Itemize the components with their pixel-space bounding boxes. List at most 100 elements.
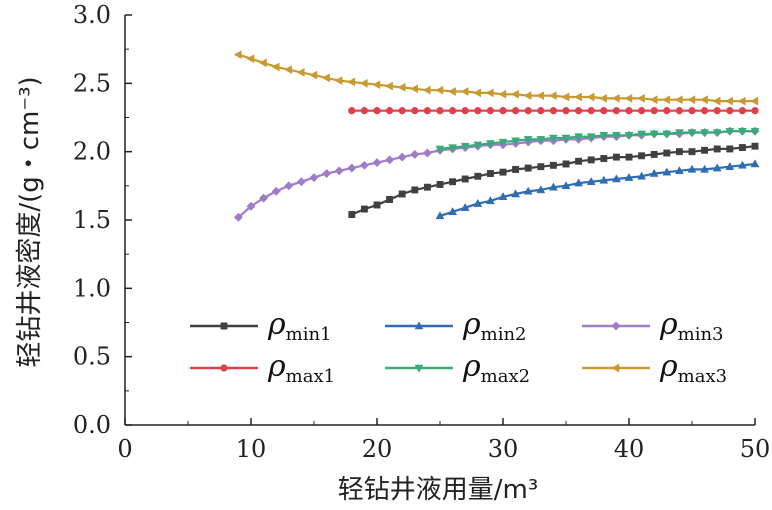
legend: ρmin1 ρmin2 ρmin3 ρmax1 ρmax2 ρmax3 <box>190 307 727 387</box>
data-point-min1 <box>373 201 381 209</box>
data-point-min2 <box>611 174 621 183</box>
data-point-min1 <box>486 170 494 177</box>
data-point-min2 <box>700 164 710 173</box>
x-tick-label: 0 <box>117 435 132 463</box>
data-point-max3 <box>296 67 305 77</box>
data-point-max1 <box>537 107 545 115</box>
data-point-max3 <box>548 91 557 101</box>
series-max1 <box>348 107 759 115</box>
legend-label: ρmin1 <box>267 307 332 345</box>
legend-marker <box>414 364 424 373</box>
data-point-max3 <box>347 77 356 87</box>
data-point-min1 <box>411 186 419 194</box>
data-point-min1 <box>386 196 394 203</box>
data-point-max1 <box>751 107 759 115</box>
y-tick-label: 1.5 <box>73 206 111 234</box>
data-point-min1 <box>625 153 633 161</box>
data-point-max3 <box>636 93 645 103</box>
data-point-max3 <box>246 54 255 64</box>
data-point-max2 <box>523 136 533 145</box>
data-point-max1 <box>499 107 507 115</box>
data-point-max1 <box>411 107 419 115</box>
legend-marker <box>220 322 228 330</box>
data-point-min2 <box>460 202 470 211</box>
data-point-max3 <box>498 89 507 99</box>
data-point-max2 <box>574 133 584 142</box>
data-point-max1 <box>549 107 558 115</box>
data-point-min3 <box>397 152 407 162</box>
data-point-max1 <box>587 107 595 115</box>
data-point-min3 <box>359 160 369 170</box>
data-point-max1 <box>562 107 570 115</box>
data-point-max1 <box>675 107 684 115</box>
data-point-max1 <box>348 107 356 115</box>
data-point-max1 <box>385 107 394 115</box>
data-point-max3 <box>447 87 456 96</box>
data-point-min2 <box>599 175 609 184</box>
data-point-max3 <box>649 95 658 105</box>
data-point-min1 <box>537 163 545 171</box>
data-point-max3 <box>662 95 671 105</box>
data-point-max1 <box>650 107 658 115</box>
data-point-max1 <box>574 107 583 115</box>
data-point-min2 <box>574 178 584 187</box>
data-point-min3 <box>385 155 395 165</box>
data-point-max3 <box>510 89 519 99</box>
data-point-min2 <box>523 186 533 195</box>
data-point-max2 <box>435 145 445 154</box>
data-point-max1 <box>663 107 671 115</box>
data-point-min2 <box>725 161 735 170</box>
data-point-max2 <box>511 137 521 146</box>
data-point-max1 <box>700 107 709 115</box>
data-point-max1 <box>637 107 646 115</box>
data-point-max3 <box>712 96 721 106</box>
data-point-max2 <box>750 127 760 136</box>
y-tick-label: 3.0 <box>73 1 111 29</box>
data-point-max3 <box>359 78 368 88</box>
data-point-min3 <box>334 166 344 176</box>
data-point-min2 <box>561 181 571 190</box>
data-point-min2 <box>586 177 596 185</box>
legend-item-max1: ρmax1 <box>190 349 335 387</box>
data-point-max1 <box>398 107 406 115</box>
data-point-max1 <box>373 107 381 115</box>
data-point-max2 <box>725 127 735 136</box>
data-point-max3 <box>473 88 482 98</box>
data-point-min2 <box>473 198 483 207</box>
data-point-min1 <box>499 168 507 176</box>
data-point-min1 <box>423 183 431 191</box>
data-point-max1 <box>423 107 432 115</box>
data-point-min2 <box>624 172 634 181</box>
series-min1 <box>348 142 759 218</box>
data-point-max1 <box>726 107 734 115</box>
y-tick-label: 0.0 <box>73 411 111 439</box>
data-point-min1 <box>638 152 646 160</box>
data-point-max3 <box>599 93 608 103</box>
y-axis-label: 轻钻井液密度/(g・cm⁻³) <box>15 76 45 367</box>
data-point-min1 <box>675 148 683 156</box>
data-point-max2 <box>460 142 470 151</box>
data-point-max2 <box>700 129 710 138</box>
data-point-min1 <box>726 145 734 153</box>
legend-label: ρmin2 <box>462 307 527 345</box>
data-point-min2 <box>649 168 659 177</box>
data-point-max2 <box>737 127 747 136</box>
data-point-max2 <box>624 132 634 140</box>
data-point-min1 <box>701 146 709 154</box>
data-point-max1 <box>625 107 633 115</box>
data-point-max3 <box>410 84 419 94</box>
data-point-max3 <box>573 92 582 102</box>
data-point-min2 <box>435 211 445 220</box>
x-tick-label: 20 <box>362 435 393 463</box>
data-point-min1 <box>663 149 671 157</box>
data-point-max3 <box>699 95 708 105</box>
data-point-max1 <box>600 107 608 115</box>
data-point-max2 <box>712 129 722 138</box>
data-point-min1 <box>436 181 444 188</box>
data-point-min3 <box>271 186 281 196</box>
y-tick-label: 1.0 <box>73 274 111 302</box>
data-point-max3 <box>611 93 620 103</box>
data-point-min3 <box>246 201 256 211</box>
y-tick-label: 0.5 <box>73 343 111 371</box>
data-point-max3 <box>536 91 545 101</box>
